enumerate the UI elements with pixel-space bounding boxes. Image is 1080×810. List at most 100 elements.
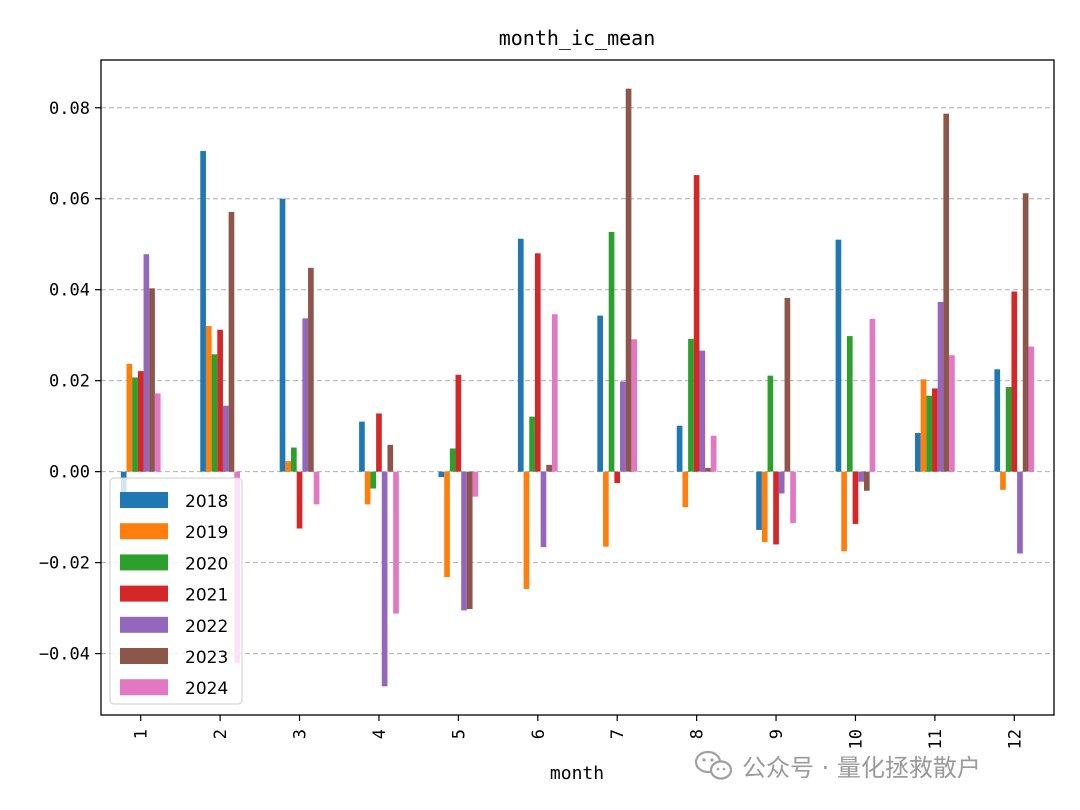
bar-2018-month-10 — [835, 239, 842, 472]
bar-2023-month-12 — [1022, 193, 1029, 472]
bar-2020-month-1 — [132, 377, 138, 472]
bar-2020-month-6 — [529, 416, 535, 472]
bar-2022-month-10 — [858, 471, 864, 482]
bar-2021-month-7 — [614, 471, 621, 484]
bar-2019-month-11 — [920, 379, 927, 472]
legend-label-2023: 2023 — [185, 648, 228, 668]
x-tick-label: 4 — [370, 729, 390, 739]
bar-2020-month-5 — [449, 448, 456, 472]
bar-2018-month-3 — [279, 198, 286, 472]
bar-2023-month-5 — [466, 471, 473, 610]
y-axis: −0.04 −0.02 0.00 0.02 0.04 0.06 0.08 — [39, 99, 101, 665]
bar-2020-month-8 — [688, 338, 694, 472]
bar-2024-month-9 — [790, 471, 796, 524]
legend-swatch-2020 — [120, 554, 168, 571]
legend-swatch-2018 — [120, 492, 168, 508]
bar-2018-month-12 — [994, 369, 1001, 472]
legend-swatch-2022 — [120, 616, 168, 633]
bar-2022-month-1 — [143, 254, 150, 472]
x-tick-label: 9 — [767, 729, 787, 739]
x-tick-label: 8 — [688, 729, 708, 739]
bar-2019-month-12 — [1000, 471, 1006, 490]
bar-2023-month-8 — [705, 468, 711, 472]
bar-2023-month-3 — [308, 267, 314, 472]
bar-2021-month-6 — [534, 253, 541, 472]
bar-2024-month-1 — [154, 393, 161, 472]
bar-2021-month-1 — [137, 371, 144, 472]
bar-2024-month-7 — [631, 339, 638, 472]
x-tick-label: 6 — [529, 729, 549, 739]
bar-2023-month-11 — [943, 113, 950, 472]
bar-2022-month-3 — [302, 318, 309, 472]
legend-swatch-2023 — [120, 648, 168, 664]
bar-2018-month-6 — [517, 238, 524, 472]
bar-2020-month-3 — [291, 447, 297, 472]
legend-label-2024: 2024 — [185, 679, 228, 699]
legend-swatch-2024 — [120, 679, 168, 696]
grid-lines — [101, 107, 1054, 655]
x-axis-label: month — [550, 763, 604, 784]
bar-2018-month-2 — [200, 150, 206, 472]
bar-2024-month-3 — [313, 471, 320, 505]
y-tick-label: −0.04 — [39, 645, 90, 665]
x-tick-label: 3 — [291, 729, 311, 739]
y-tick-label: 0.08 — [49, 99, 90, 119]
bar-2019-month-8 — [682, 471, 689, 508]
bar-2023-month-4 — [387, 444, 394, 472]
bar-2018-month-11 — [915, 432, 921, 472]
x-tick-label: 1 — [132, 729, 152, 739]
bar-2021-month-3 — [296, 471, 303, 529]
bar-2022-month-6 — [540, 471, 547, 548]
bar-2019-month-7 — [603, 471, 609, 547]
bar-2021-month-10 — [852, 471, 859, 524]
bar-2022-month-5 — [461, 471, 467, 611]
legend-label-2022: 2022 — [185, 617, 228, 637]
watermark-text: 公众号 · 量化拯救散户 — [742, 754, 981, 782]
bar-2022-month-9 — [778, 471, 785, 494]
bar-2022-month-7 — [620, 381, 626, 472]
bar-2021-month-12 — [1011, 291, 1018, 472]
bar-2020-month-9 — [767, 375, 774, 472]
bar-2020-month-12 — [1005, 387, 1012, 472]
x-axis: 1 2 3 4 5 6 7 8 9 10 11 12 — [132, 715, 1025, 749]
bar-2020-month-2 — [211, 354, 218, 472]
bar-2024-month-5 — [472, 471, 479, 497]
legend-label-2021: 2021 — [185, 586, 228, 606]
bar-2019-month-9 — [761, 471, 768, 543]
bar-2024-month-12 — [1028, 346, 1035, 472]
bar-2023-month-2 — [228, 211, 235, 472]
bar-2018-month-7 — [597, 315, 604, 472]
bar-2021-month-4 — [376, 413, 382, 472]
bar-2018-month-4 — [359, 421, 365, 472]
bars — [120, 88, 1035, 687]
bar-2019-month-6 — [523, 471, 530, 589]
bar-2018-month-5 — [438, 471, 445, 478]
bar-2023-month-1 — [149, 288, 155, 472]
watermark: 公众号 · 量化拯救散户 — [694, 750, 981, 782]
bar-2024-month-10 — [869, 318, 876, 472]
bar-2024-month-8 — [710, 435, 717, 472]
bar-2023-month-10 — [863, 471, 870, 491]
bar-2021-month-9 — [773, 471, 779, 545]
x-tick-label: 7 — [608, 729, 628, 739]
legend-swatch-2019 — [120, 523, 168, 540]
bar-2022-month-4 — [381, 471, 388, 687]
bar-2019-month-5 — [444, 471, 450, 578]
chart-title: month_ic_mean — [499, 26, 656, 50]
x-tick-label: 10 — [846, 729, 866, 749]
x-tick-label: 2 — [211, 729, 231, 739]
bar-2019-month-1 — [126, 363, 133, 472]
bar-2019-month-3 — [285, 461, 292, 472]
y-tick-label: 0.06 — [49, 190, 90, 210]
y-tick-label: 0.04 — [49, 281, 90, 301]
legend-label-2018: 2018 — [185, 492, 228, 512]
bar-2023-month-7 — [625, 88, 632, 472]
bar-2022-month-2 — [222, 405, 229, 472]
bar-2021-month-8 — [693, 175, 700, 472]
bar-2024-month-6 — [551, 314, 558, 472]
y-tick-label: 0.00 — [49, 463, 90, 483]
x-tick-label: 12 — [1005, 729, 1025, 749]
legend-swatch-2021 — [120, 585, 168, 602]
legend: 2018 2019 2020 2021 2022 2023 2024 — [109, 477, 243, 705]
